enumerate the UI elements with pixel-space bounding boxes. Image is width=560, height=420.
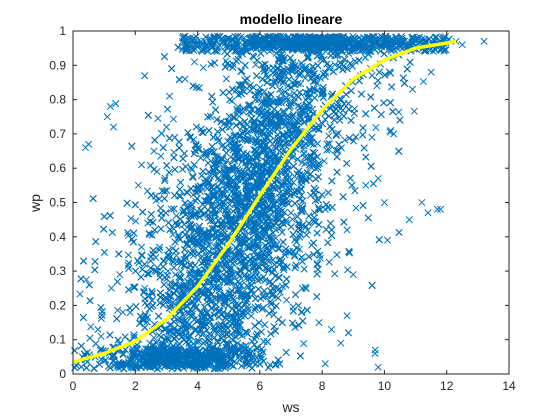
scatter-point <box>154 114 162 122</box>
scatter-point <box>114 306 122 314</box>
scatter-point <box>161 174 169 182</box>
scatter-point <box>325 132 333 140</box>
scatter-point <box>213 337 221 345</box>
scatter-point <box>178 311 186 319</box>
scatter-point <box>190 136 198 144</box>
scatter-point <box>332 130 340 138</box>
scatter-point <box>372 123 380 132</box>
scatter-point <box>304 54 312 62</box>
scatter-point <box>274 177 282 185</box>
scatter-point <box>337 144 345 152</box>
scatter-point <box>170 148 178 156</box>
scatter-point <box>341 136 349 144</box>
scatter-point <box>291 251 299 259</box>
scatter-point <box>169 115 178 123</box>
scatter-point <box>325 146 333 154</box>
scatter-point <box>138 251 146 259</box>
scatter-markers <box>71 32 488 373</box>
scatter-point <box>157 152 165 160</box>
scatter-point <box>368 72 376 80</box>
scatter-point <box>325 258 333 266</box>
scatter-point <box>90 365 98 373</box>
scatter-point <box>272 234 280 242</box>
scatter-point <box>211 152 219 160</box>
scatter-point <box>331 61 339 69</box>
scatter-point <box>289 110 297 119</box>
scatter-point <box>315 205 323 214</box>
scatter-point <box>76 290 84 298</box>
scatter-point <box>300 339 308 348</box>
scatter-point <box>350 137 358 145</box>
scatter-point <box>87 323 95 331</box>
scatter-point <box>150 334 158 342</box>
scatter-point <box>280 109 288 118</box>
scatter-point <box>132 217 140 225</box>
scatter-point <box>172 212 180 220</box>
scatter-point <box>188 166 196 174</box>
scatter-point <box>125 259 133 267</box>
scatter-point <box>373 82 381 90</box>
scatter-point <box>107 284 115 292</box>
scatter-point <box>199 64 207 72</box>
scatter-point <box>169 245 177 253</box>
scatter-point <box>323 146 331 154</box>
scatter-point <box>331 270 339 278</box>
scatter-point <box>127 214 135 223</box>
scatter-point <box>246 102 254 110</box>
scatter-point <box>395 108 403 116</box>
scatter-point <box>419 77 427 86</box>
scatter-point <box>206 241 214 249</box>
scatter-point <box>332 146 340 154</box>
scatter-point <box>320 157 328 165</box>
scatter-point <box>205 227 213 235</box>
scatter-point <box>228 97 236 105</box>
scatter-point <box>274 245 282 253</box>
scatter-point <box>288 215 296 223</box>
scatter-point <box>410 107 418 115</box>
scatter-point <box>352 204 360 212</box>
scatter-point <box>124 251 133 259</box>
scatter-point <box>301 160 309 168</box>
scatter-point <box>146 339 154 347</box>
scatter-point <box>344 266 352 274</box>
scatter-point <box>252 61 260 69</box>
scatter-point <box>222 75 230 83</box>
scatter-point <box>283 296 291 304</box>
scatter-point <box>295 245 304 253</box>
